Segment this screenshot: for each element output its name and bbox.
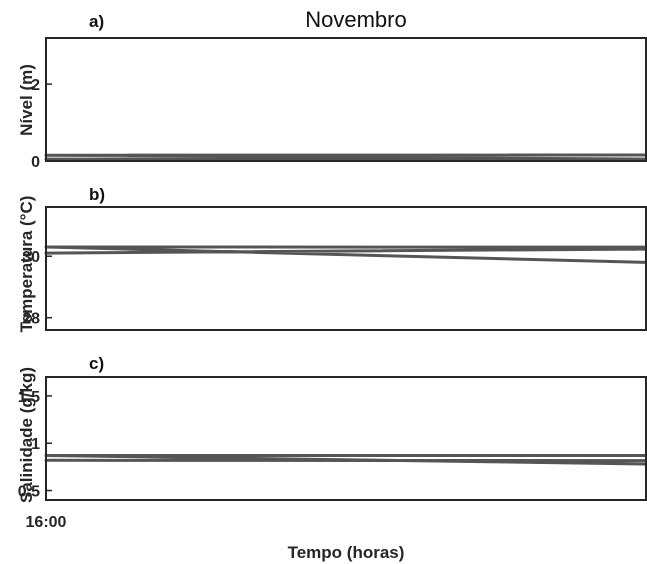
y-tick-label: 30: [22, 249, 40, 266]
x-axis-label: Tempo (horas): [288, 543, 405, 562]
panel-b-yticks: 28 30: [22, 249, 52, 328]
figure-title: Novembro: [305, 7, 406, 32]
panel-a-frame: [45, 37, 647, 162]
y-tick-label: 1.5: [18, 389, 40, 406]
y-tick-label: 2: [31, 77, 40, 94]
panel-b-tag: b): [89, 185, 105, 204]
panel-a: a) Nível (m) 0 2: [17, 12, 647, 171]
panel-a-tag: a): [89, 12, 104, 31]
panel-b-frame: [45, 206, 647, 331]
panel-c-frame: [45, 376, 647, 501]
panel-c-series-line: [44, 454, 647, 466]
panel-a-ylabel: Nível (m): [17, 64, 36, 136]
panel-c-tag: c): [89, 354, 104, 373]
y-tick-label: 1: [31, 436, 40, 453]
y-tick-label: 28: [22, 311, 40, 328]
panel-c: c) Salinidade (g/kg) 0.5 1 1.5: [17, 354, 647, 503]
y-tick-label: 0: [31, 154, 40, 171]
panel-b: b) Temperatura (°C) 28 30: [17, 185, 647, 332]
panel-b-ylabel: Temperatura (°C): [17, 196, 36, 333]
panel-c-ylabel: Salinidade (g/kg): [17, 367, 36, 503]
x-tick-labels: 16:0019:2022:4002:0005:2008:4012:0015:20: [26, 514, 67, 531]
y-tick-label: 0.5: [18, 484, 40, 501]
x-tick-label: 16:00: [26, 514, 67, 531]
panel-b-series-line: [44, 245, 647, 264]
panel-a-series-line: [44, 153, 647, 162]
